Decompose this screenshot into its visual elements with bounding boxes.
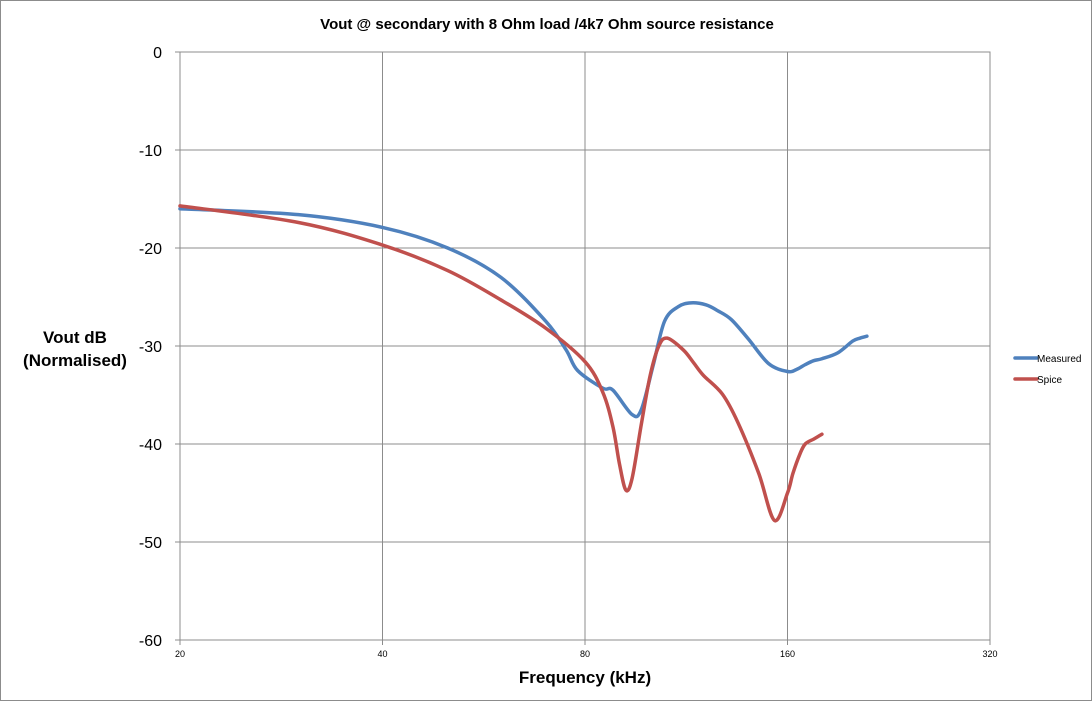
y-axis-title-line-2: (Normalised) [23,351,127,370]
y-tick-label: -10 [139,143,162,160]
legend-label-measured: Measured [1037,354,1081,365]
series-line-measured [178,207,869,419]
y-tick-label: -50 [139,535,162,552]
x-tick-label: 160 [780,649,795,659]
y-tick-label: -60 [139,633,162,650]
y-tick-label: -30 [139,339,162,356]
x-tick-label: 40 [377,649,387,659]
y-axis-title-line-1: Vout dB [43,328,107,347]
x-tick-label: 80 [580,649,590,659]
y-tick-label: -20 [139,241,162,258]
grid-layer [179,51,991,641]
chart-title: Vout @ secondary with 8 Ohm load /4k7 Oh… [320,16,774,33]
x-tick-label: 20 [175,649,185,659]
legend-label-spice: Spice [1037,375,1062,386]
x-axis-title: Frequency (kHz) [519,668,651,687]
series-line-spice [178,204,824,523]
axis-layer: 0 -10 -20 -30 -40 -50 -60 20 40 80 160 320 [139,45,998,659]
y-tick-label: 0 [153,45,162,62]
chart-legend: Measured Spice [1013,354,1081,386]
y-tick-label: -40 [139,437,162,454]
x-tick-label: 320 [982,649,997,659]
series-layer [178,204,869,523]
